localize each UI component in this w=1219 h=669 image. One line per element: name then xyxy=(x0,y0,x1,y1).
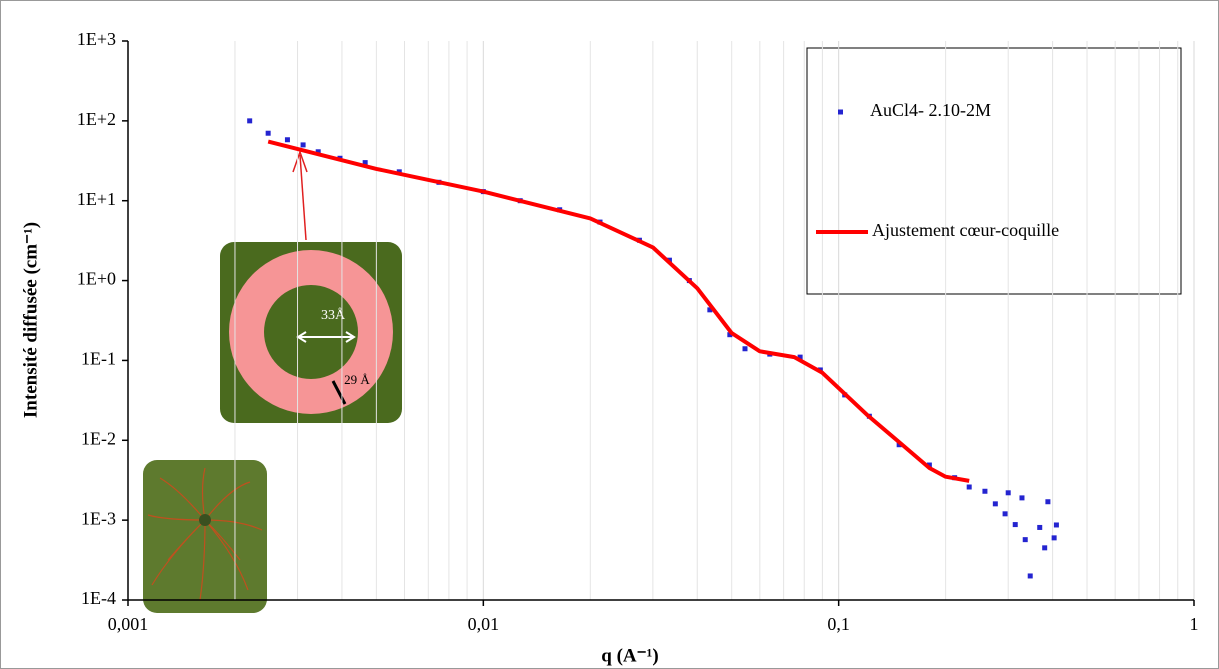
data-point xyxy=(315,149,321,155)
data-point xyxy=(992,501,998,507)
data-point xyxy=(284,137,290,143)
plot-area xyxy=(127,41,1195,600)
data-point xyxy=(1045,499,1051,505)
data-point xyxy=(362,160,368,166)
y-tick-label: 1E+1 xyxy=(77,189,116,209)
y-tick-label: 1E-4 xyxy=(81,588,116,608)
legend-label: Ajustement cœur-coquille xyxy=(872,220,1059,240)
data-point xyxy=(926,462,932,468)
y-tick-label: 1E+2 xyxy=(77,109,116,129)
micelle-icon xyxy=(143,460,267,613)
y-tick-label: 1E+0 xyxy=(77,269,116,289)
data-point xyxy=(966,484,972,490)
core-shell-icon xyxy=(220,149,402,423)
data-point xyxy=(742,346,748,352)
data-point xyxy=(982,488,988,494)
data-point xyxy=(247,118,253,124)
data-point xyxy=(1012,522,1018,528)
y-tick-label: 1E-1 xyxy=(81,349,116,369)
legend-label: AuCl4- 2.10-2M xyxy=(870,100,991,120)
data-point xyxy=(1053,522,1059,528)
x-tick-label: 0,01 xyxy=(468,614,500,634)
legend-box xyxy=(806,47,1182,295)
data-point xyxy=(1019,495,1025,501)
y-tick-label: 1E-2 xyxy=(81,428,116,448)
data-point xyxy=(1037,524,1043,530)
data-point xyxy=(1051,535,1057,541)
annotation: 29 Å xyxy=(344,372,370,387)
x-axis-title: q (A⁻¹) xyxy=(601,645,658,666)
data-point xyxy=(300,142,306,148)
legend-marker xyxy=(838,109,843,115)
data-point xyxy=(1027,573,1033,579)
data-point xyxy=(727,332,733,338)
data-point xyxy=(797,354,803,360)
annotation: 33Å xyxy=(321,307,346,323)
data-point xyxy=(1005,490,1011,496)
x-tick-label: 1 xyxy=(1190,614,1199,634)
fit-line xyxy=(267,139,970,483)
data-point xyxy=(1002,511,1008,517)
y-tick-label: 1E+3 xyxy=(77,29,116,49)
data-point xyxy=(707,307,713,313)
y-tick-label: 1E-3 xyxy=(81,508,116,528)
x-tick-label: 0,001 xyxy=(108,614,149,634)
data-point xyxy=(265,130,271,136)
x-tick-label: 0,1 xyxy=(827,614,850,634)
data-point xyxy=(1022,537,1028,543)
y-axis-title: Intensité diffusée (cm⁻¹) xyxy=(20,222,41,418)
data-point xyxy=(1042,545,1048,551)
